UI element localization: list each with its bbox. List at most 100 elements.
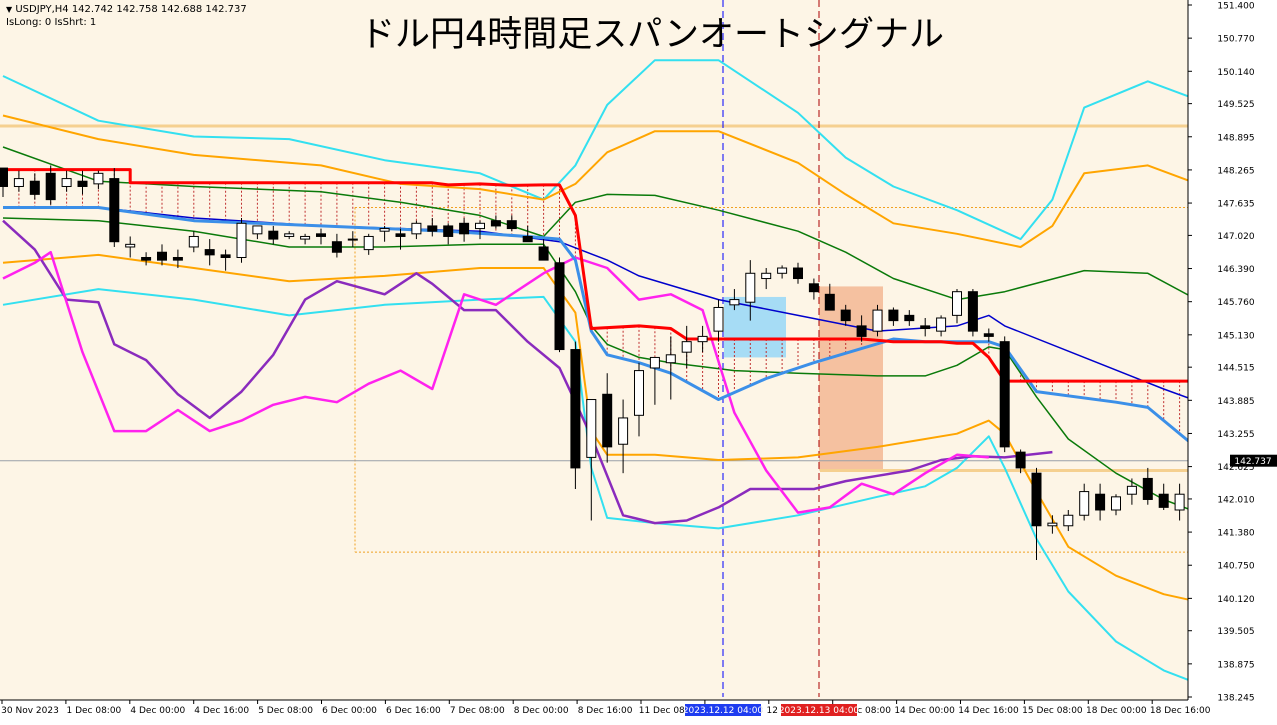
x-tick-label: 6 Dec 00:00 xyxy=(322,706,377,716)
candle-body xyxy=(1000,342,1009,447)
candle-body xyxy=(794,268,803,279)
y-tick-label: 147.020 xyxy=(1217,232,1254,242)
candle-body xyxy=(285,234,294,237)
x-tick-label: 6 Dec 16:00 xyxy=(386,706,441,716)
y-tick-label: 148.895 xyxy=(1217,133,1254,143)
candle-body xyxy=(396,234,405,237)
candle-body xyxy=(1159,494,1168,507)
candle-body xyxy=(460,223,469,234)
y-tick-label: 143.885 xyxy=(1217,397,1254,407)
y-tick-label: 147.635 xyxy=(1217,200,1254,210)
candle-body xyxy=(984,334,993,337)
candle-body xyxy=(873,310,882,331)
x-tick-label: 1 Dec 08:00 xyxy=(66,706,121,716)
y-tick-label: 140.120 xyxy=(1217,595,1254,605)
candle-body xyxy=(507,221,516,229)
y-tick-label: 145.760 xyxy=(1217,298,1254,308)
x-tick-label: 4 Dec 00:00 xyxy=(130,706,185,716)
y-tick-label: 151.400 xyxy=(1217,2,1254,12)
x-tick-label: 8 Dec 00:00 xyxy=(514,706,569,716)
candle-body xyxy=(142,257,151,260)
candle-body xyxy=(158,252,167,260)
candle-body xyxy=(205,250,214,255)
candle xyxy=(968,289,977,336)
x-tick-label: 4 Dec 16:00 xyxy=(194,706,249,716)
candle-body xyxy=(173,257,182,260)
candle-body xyxy=(619,418,628,444)
candle-body xyxy=(1175,494,1184,510)
candle-body xyxy=(571,350,580,468)
candle-body xyxy=(476,223,485,228)
candle-body xyxy=(317,234,326,237)
candle-body xyxy=(603,394,612,447)
buy-signal-box xyxy=(724,297,786,357)
candle-body xyxy=(1080,492,1089,516)
candle-body xyxy=(825,294,834,310)
candle-body xyxy=(0,168,8,186)
y-tick-label: 138.875 xyxy=(1217,660,1254,670)
candle-body xyxy=(841,310,850,321)
y-tick-label: 138.245 xyxy=(1217,694,1254,704)
candle-body xyxy=(491,221,500,226)
current-price-label: 142.737 xyxy=(1234,457,1271,467)
plot-background xyxy=(0,0,1188,700)
candle-body xyxy=(539,247,548,260)
candle-body xyxy=(635,371,644,416)
x-tick-label: 14 Dec 00:00 xyxy=(894,706,955,716)
candle-body xyxy=(62,179,71,187)
chart-title: ドル円4時間足スパンオートシグナル xyxy=(360,6,944,57)
y-tick-label: 149.525 xyxy=(1217,100,1254,110)
candle-body xyxy=(1096,494,1105,510)
candle-body xyxy=(380,229,389,232)
candle xyxy=(571,342,580,489)
candle-body xyxy=(937,318,946,331)
collapse-triangle-icon[interactable]: ▼ xyxy=(6,5,12,14)
candle-body xyxy=(110,179,119,242)
candle-body xyxy=(714,307,723,331)
y-tick-label: 140.750 xyxy=(1217,562,1254,572)
candle-body xyxy=(650,357,659,368)
candle-body xyxy=(587,400,596,458)
candle-body xyxy=(46,173,55,199)
candle-body xyxy=(857,326,866,337)
y-tick-label: 145.130 xyxy=(1217,331,1254,341)
candle-body xyxy=(348,239,357,240)
candle-body xyxy=(523,236,532,241)
x-tick-label: 7 Dec 08:00 xyxy=(450,706,505,716)
candle-body xyxy=(889,310,898,321)
candle-body xyxy=(762,273,771,278)
candle-body xyxy=(428,226,437,231)
candle-body xyxy=(1032,473,1041,526)
y-tick-label: 150.140 xyxy=(1217,68,1254,78)
sell-signal-label: 2023.12.13 04:00 xyxy=(779,706,860,716)
x-tick-label: 18 Dec 00:00 xyxy=(1086,706,1147,716)
candle-body xyxy=(126,244,135,247)
candle-body xyxy=(412,223,421,234)
y-tick-label: 144.515 xyxy=(1217,364,1254,374)
candle-body xyxy=(14,179,23,187)
candle-body xyxy=(968,292,977,331)
candle-body xyxy=(237,223,246,257)
symbol-line: USDJPY,H4 142.742 142.758 142.688 142.73… xyxy=(15,4,246,15)
candle-body xyxy=(555,263,564,350)
candle xyxy=(237,218,246,263)
candle-body xyxy=(253,226,262,234)
candle-body xyxy=(1112,497,1121,510)
candle-body xyxy=(301,236,310,239)
y-tick-label: 146.390 xyxy=(1217,265,1254,275)
x-tick-label: 5 Dec 08:00 xyxy=(258,706,313,716)
candle-body xyxy=(921,326,930,329)
y-tick-label: 143.255 xyxy=(1217,430,1254,440)
candle xyxy=(110,168,119,247)
candle-body xyxy=(1127,486,1136,494)
symbol-info: ▼ USDJPY,H4 142.742 142.758 142.688 142.… xyxy=(6,4,247,16)
x-tick-label: 15 Dec 08:00 xyxy=(1022,706,1083,716)
candle-body xyxy=(221,255,230,258)
candle-body xyxy=(364,236,373,249)
status-line: IsLong: 0 IsShrt: 1 xyxy=(6,17,96,29)
x-tick-label: 30 Nov 2023 xyxy=(1,706,59,716)
x-tick-label: 14 Dec 16:00 xyxy=(958,706,1019,716)
candle-body xyxy=(189,236,198,247)
